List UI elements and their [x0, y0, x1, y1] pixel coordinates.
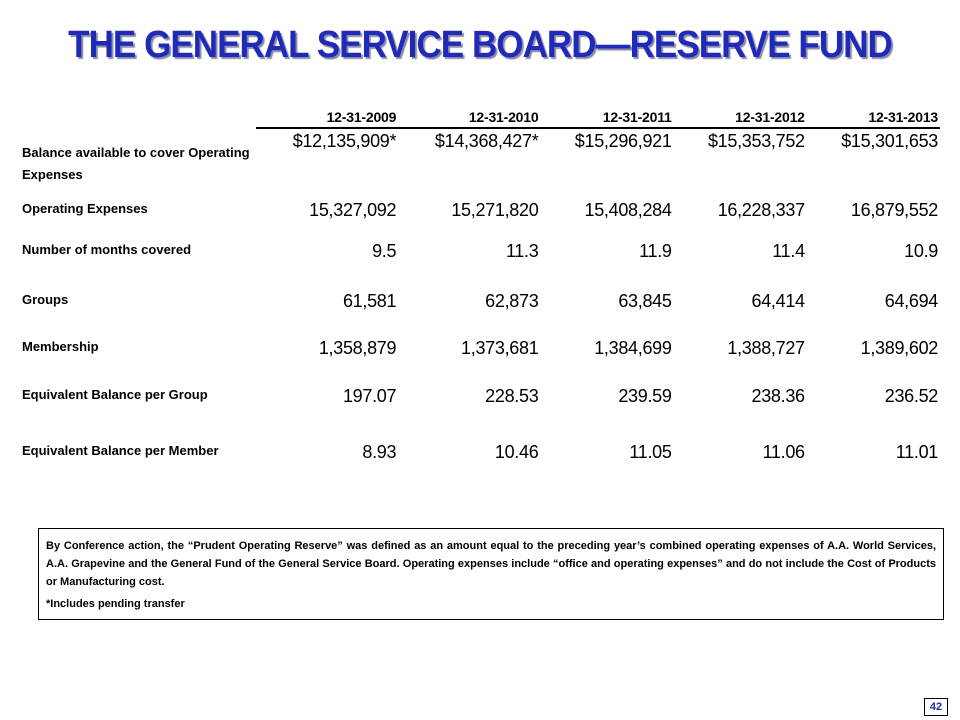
footnote-text: *Includes pending transfer — [46, 598, 185, 610]
header-date-2012: 12-31-2012 — [673, 100, 807, 129]
table-cell: $15,353,752 — [707, 131, 805, 151]
table-cell: 11.05 — [629, 442, 672, 462]
table-cell: 239.59 — [618, 386, 672, 406]
header-date-2013: 12-31-2013 — [806, 100, 940, 129]
table-cell: 61,581 — [342, 291, 397, 311]
table-cell: 11.9 — [639, 241, 672, 261]
table-row: Membership 1,358,879 1,373,681 1,384,699… — [22, 336, 940, 384]
row-label: Groups — [22, 292, 69, 307]
table-cell: 11.01 — [895, 442, 939, 462]
table-cell: 8.93 — [362, 442, 397, 462]
row-label: Membership — [22, 339, 99, 354]
table-cell: 16,228,337 — [717, 200, 805, 220]
table-cell: 15,271,820 — [451, 200, 539, 220]
table-cell: 10.46 — [494, 442, 539, 462]
table-cell: 9.5 — [372, 241, 397, 261]
reserve-fund-table: 12-31-2009 12-31-2010 12-31-2011 12-31-2… — [22, 100, 940, 498]
table-cell: 15,408,284 — [584, 200, 672, 220]
table-cell: 1,384,699 — [594, 338, 672, 358]
table-cell: $14,368,427* — [434, 131, 539, 151]
table-cell: 228.53 — [485, 386, 539, 406]
table-cell: 64,414 — [751, 291, 806, 311]
page-number: 42 — [924, 698, 948, 716]
table-cell: 11.4 — [772, 241, 805, 261]
table-row: Equivalent Balance per Group 197.07 228.… — [22, 384, 940, 440]
table-cell: 10.9 — [904, 241, 938, 261]
table-row: Number of months covered 9.5 11.3 11.9 1… — [22, 239, 940, 289]
table-cell: 11.3 — [505, 241, 539, 261]
table-cell: 16,879,552 — [850, 200, 938, 220]
table-cell: 63,845 — [618, 291, 672, 311]
table-cell: 15,327,092 — [309, 200, 397, 220]
table-row: Balance available to cover Operating Exp… — [22, 128, 940, 198]
row-label: Number of months covered — [22, 242, 192, 257]
table-cell: 1,373,681 — [461, 338, 539, 358]
header-date-2009: 12-31-2009 — [256, 100, 399, 129]
table-cell: 11.06 — [762, 442, 806, 462]
header-row: 12-31-2009 12-31-2010 12-31-2011 12-31-2… — [22, 100, 940, 129]
header-date-2011: 12-31-2011 — [540, 100, 674, 129]
header-date-2010: 12-31-2010 — [398, 100, 541, 129]
table-row: Operating Expenses 15,327,092 15,271,820… — [22, 198, 940, 239]
definition-note-text: By Conference action, the “Prudent Opera… — [46, 540, 936, 588]
table-cell: $12,135,909* — [292, 131, 397, 151]
table-cell: $15,301,653 — [841, 131, 938, 151]
page-title: THE GENERAL SERVICE BOARD—RESERVE FUND — [68, 24, 893, 66]
row-label: Equivalent Balance per Group — [22, 387, 208, 402]
table-cell: 1,388,727 — [727, 338, 805, 358]
table-cell: $15,296,921 — [574, 131, 672, 151]
row-label: Equivalent Balance per Member — [22, 443, 219, 458]
table-cell: 197.07 — [342, 386, 397, 406]
table-cell: 62,873 — [485, 291, 539, 311]
table-cell: 1,389,602 — [860, 338, 939, 358]
table-row: Equivalent Balance per Member 8.93 10.46… — [22, 440, 940, 498]
header-blank-cell — [22, 100, 256, 128]
table-cell: 236.52 — [884, 386, 939, 406]
definition-note-box: By Conference action, the “Prudent Opera… — [38, 528, 944, 620]
table-cell: 1,358,879 — [318, 338, 397, 358]
table-cell: 64,694 — [884, 291, 939, 311]
table-row: Groups 61,581 62,873 63,845 64,414 64,69… — [22, 289, 940, 336]
row-label: Operating Expenses — [22, 201, 148, 216]
table-cell: 238.36 — [751, 386, 806, 406]
row-label: Balance available to cover Operating Exp… — [22, 145, 250, 182]
